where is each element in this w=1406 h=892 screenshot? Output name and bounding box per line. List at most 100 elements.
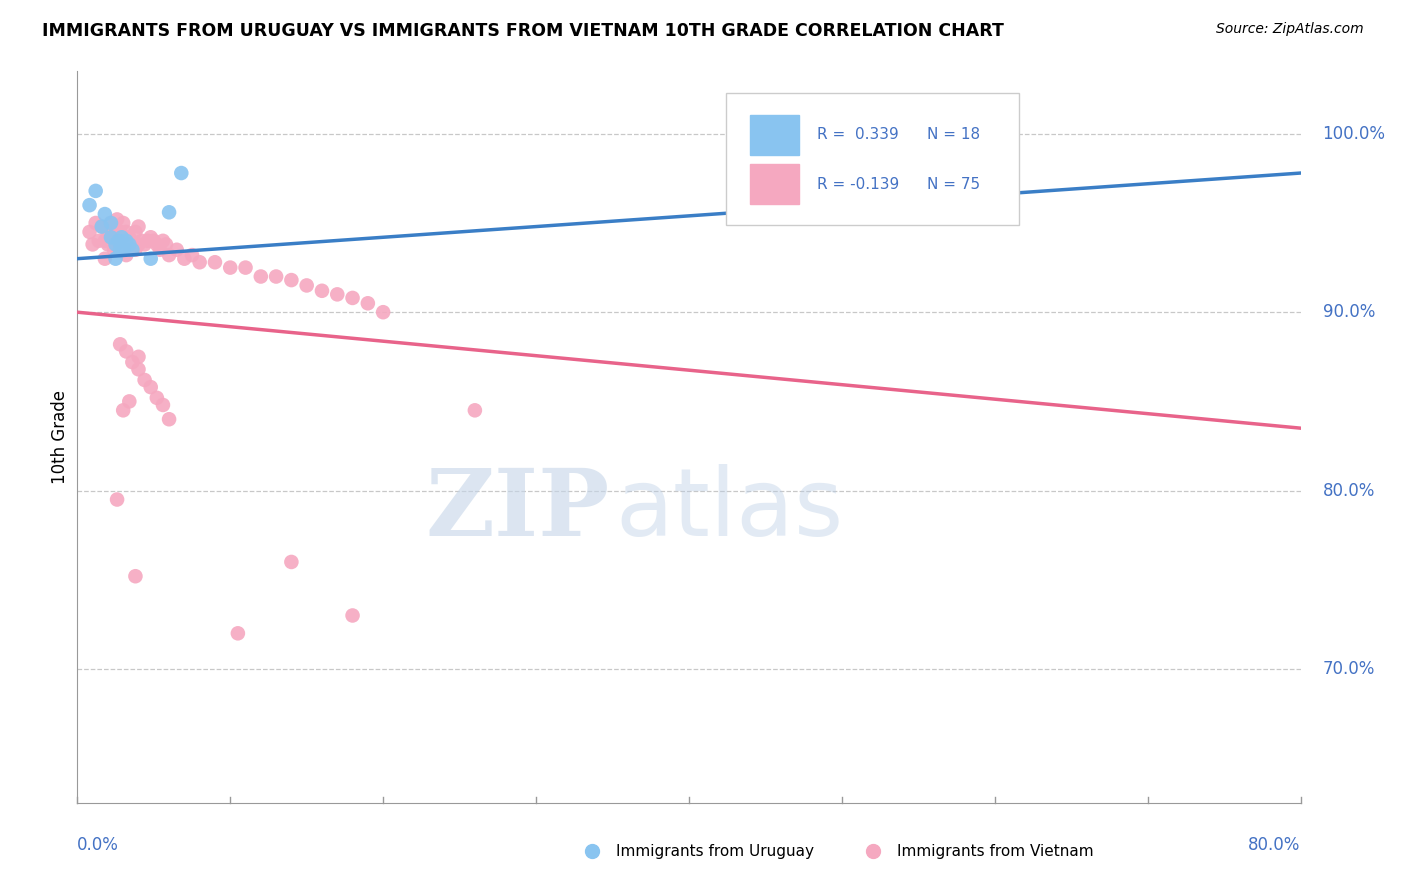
Text: 100.0%: 100.0% <box>1323 125 1385 143</box>
Point <box>280 555 302 569</box>
Point <box>115 237 138 252</box>
Point <box>139 252 162 266</box>
Point <box>105 243 128 257</box>
Y-axis label: 10th Grade: 10th Grade <box>51 390 69 484</box>
Point <box>115 234 138 248</box>
Point <box>100 216 122 230</box>
Point <box>115 225 138 239</box>
Point <box>152 234 174 248</box>
Point <box>111 230 134 244</box>
Point <box>149 243 172 257</box>
Text: Immigrants from Uruguay: Immigrants from Uruguay <box>616 845 814 859</box>
Point <box>105 212 128 227</box>
Point <box>371 305 394 319</box>
Point <box>124 225 146 239</box>
Point <box>152 398 174 412</box>
Point <box>134 373 156 387</box>
Point <box>464 403 486 417</box>
Text: Source: ZipAtlas.com: Source: ZipAtlas.com <box>1216 22 1364 37</box>
Point <box>112 243 135 257</box>
Point <box>295 278 318 293</box>
Point <box>862 844 884 858</box>
Text: 0.0%: 0.0% <box>77 836 120 854</box>
Point <box>326 287 349 301</box>
Point <box>97 225 120 239</box>
Point <box>112 243 135 257</box>
Point <box>100 230 122 244</box>
Point <box>219 260 242 275</box>
Point <box>134 237 156 252</box>
Text: 90.0%: 90.0% <box>1323 303 1375 321</box>
Point <box>357 296 380 310</box>
Point <box>84 184 107 198</box>
Point <box>173 252 195 266</box>
Point <box>104 237 127 252</box>
Point <box>342 291 364 305</box>
Point <box>127 362 149 376</box>
Point <box>87 234 110 248</box>
Point <box>235 260 257 275</box>
Point <box>112 230 135 244</box>
Point <box>280 273 302 287</box>
Point <box>157 412 180 426</box>
Text: R =  0.339: R = 0.339 <box>817 128 898 143</box>
Text: Immigrants from Vietnam: Immigrants from Vietnam <box>897 845 1094 859</box>
Point <box>103 243 125 257</box>
Point <box>136 234 159 248</box>
Point <box>118 394 141 409</box>
Point <box>107 234 129 248</box>
Point <box>115 344 138 359</box>
Point <box>127 237 149 252</box>
Point <box>100 216 122 230</box>
Point <box>82 237 104 252</box>
Point <box>226 626 249 640</box>
Point <box>127 350 149 364</box>
Point <box>90 219 112 234</box>
Point <box>166 243 188 257</box>
Point <box>124 243 146 257</box>
Point <box>90 219 112 234</box>
Point <box>97 237 120 252</box>
Point <box>84 216 107 230</box>
Bar <box>751 115 799 155</box>
FancyBboxPatch shape <box>725 94 1019 225</box>
Point <box>105 492 128 507</box>
Text: IMMIGRANTS FROM URUGUAY VS IMMIGRANTS FROM VIETNAM 10TH GRADE CORRELATION CHART: IMMIGRANTS FROM URUGUAY VS IMMIGRANTS FR… <box>42 22 1004 40</box>
Point <box>104 252 127 266</box>
Text: R = -0.139: R = -0.139 <box>817 177 900 192</box>
Point <box>142 234 165 248</box>
Text: N = 75: N = 75 <box>928 177 980 192</box>
Point <box>131 234 153 248</box>
Point <box>108 243 131 257</box>
Point <box>112 216 135 230</box>
Point <box>181 248 204 262</box>
Point <box>170 166 193 180</box>
Point <box>94 252 117 266</box>
Text: atlas: atlas <box>616 464 844 557</box>
Point <box>124 569 146 583</box>
Point <box>264 269 287 284</box>
Point <box>115 248 138 262</box>
Bar <box>751 164 799 204</box>
Point <box>79 225 101 239</box>
Point <box>118 230 141 244</box>
Point <box>118 237 141 252</box>
Point <box>121 243 143 257</box>
Point <box>581 844 603 858</box>
Text: ZIP: ZIP <box>425 466 609 555</box>
Point <box>188 255 211 269</box>
Point <box>103 225 125 239</box>
Point <box>157 205 180 219</box>
Point <box>94 234 117 248</box>
Point <box>157 248 180 262</box>
Point <box>121 237 143 252</box>
Point <box>108 243 131 257</box>
Point <box>121 355 143 369</box>
Point <box>112 403 135 417</box>
Point <box>342 608 364 623</box>
Point <box>108 337 131 351</box>
Point <box>139 230 162 244</box>
Point <box>146 237 169 252</box>
Text: 80.0%: 80.0% <box>1249 836 1301 854</box>
Point <box>139 380 162 394</box>
